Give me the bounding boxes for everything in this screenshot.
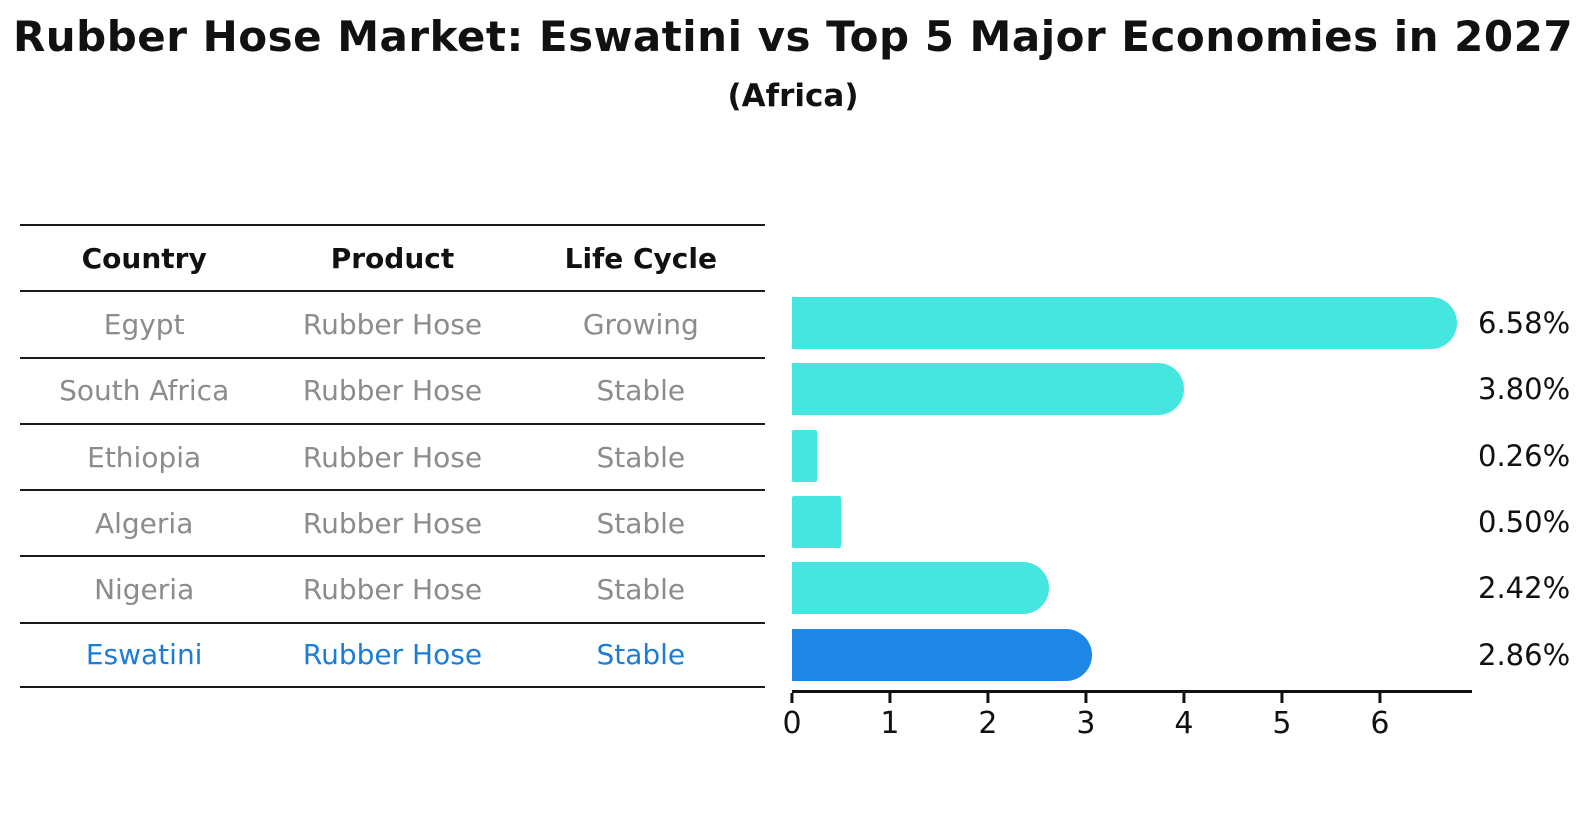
cell-country: Algeria [94,506,194,540]
bar-eswatini [792,628,1093,681]
value-label-south-africa: 3.80% [1478,372,1571,407]
cell-country: South Africa [59,374,230,408]
bar-egypt [792,297,1457,349]
table-header-row: Country Product Life Cycle [20,224,765,290]
cell-country: Nigeria [94,573,195,607]
value-label-nigeria: 2.42% [1478,571,1571,606]
x-tick-6: 6 [1370,693,1389,741]
tick-mark [888,693,892,703]
value-label-eswatini: 2.86% [1478,637,1571,672]
cell-country: Egypt [103,307,185,341]
bar-ethiopia [792,429,818,482]
header-cell-country: Country [81,241,207,275]
tick-label: 2 [978,706,998,741]
chart-subtitle: (Africa) [727,78,859,114]
tick-mark [790,693,794,703]
tick-label: 3 [1076,706,1096,741]
bar-nigeria [792,562,1050,615]
bar-row-ethiopia: 0.26% [792,423,1570,489]
x-tick-2: 2 [978,693,998,741]
x-tick-0: 0 [782,693,802,741]
table-row-eswatini: Eswatini Rubber Hose Stable [20,621,765,689]
table-row-south-africa: South Africa Rubber Hose Stable [20,356,765,423]
x-tick-3: 3 [1076,693,1095,741]
bar-algeria [792,495,841,548]
cell-product: Rubber Hose [302,307,483,341]
tick-mark [1182,693,1186,703]
table-row-nigeria: Nigeria Rubber Hose Stable [20,555,765,621]
bar-plot: 6.58% 3.80% 0.26% 0.50% 2.42% 2.86% 0 [782,290,1570,741]
table-row-algeria: Algeria Rubber Hose Stable [20,489,765,555]
cell-product: Rubber Hose [302,440,483,474]
bar-row-nigeria: 2.42% [792,555,1570,621]
chart-title: Rubber Hose Market: Eswatini vs Top 5 Ma… [12,12,1574,61]
value-label-algeria: 0.50% [1478,505,1571,540]
bar-row-algeria: 0.50% [792,489,1570,555]
bar-south-africa [792,363,1185,416]
summary-table: Country Product Life Cycle Egypt Rubber … [20,224,765,689]
cell-lifecycle: Stable [596,440,686,474]
cell-lifecycle: Stable [596,374,686,408]
cell-product: Rubber Hose [302,638,483,672]
x-tick-4: 4 [1174,693,1193,741]
value-label-ethiopia: 0.26% [1478,438,1571,473]
x-axis-line [792,690,1472,693]
cell-product: Rubber Hose [302,374,483,408]
tick-label: 1 [880,706,900,741]
tick-label: 4 [1174,706,1194,741]
header-cell-product: Product [330,241,455,275]
tick-label: 5 [1272,706,1292,741]
table-row-egypt: Egypt Rubber Hose Growing [20,290,765,356]
bar-row-south-africa: 3.80% [792,356,1570,422]
cell-lifecycle: Stable [596,638,686,672]
cell-lifecycle: Stable [596,573,686,607]
x-tick-1: 1 [880,693,900,741]
tick-label: 6 [1370,706,1390,741]
cell-product: Rubber Hose [302,573,483,607]
cell-product: Rubber Hose [302,506,483,540]
tick-label: 0 [782,706,802,741]
tick-mark [1084,693,1088,703]
cell-lifecycle: Growing [582,307,699,341]
header-cell-lifecycle: Life Cycle [564,241,717,275]
tick-mark [1378,693,1382,703]
bar-row-eswatini: 2.86% [792,622,1570,688]
tick-mark [1280,693,1284,703]
cell-country: Eswatini [85,638,203,672]
cell-country: Ethiopia [87,440,202,474]
x-tick-5: 5 [1272,693,1291,741]
tick-mark [986,693,990,703]
table-row-ethiopia: Ethiopia Rubber Hose Stable [20,422,765,489]
value-label-egypt: 6.58% [1478,306,1571,341]
cell-lifecycle: Stable [596,506,686,540]
bar-row-egypt: 6.58% [792,290,1570,356]
